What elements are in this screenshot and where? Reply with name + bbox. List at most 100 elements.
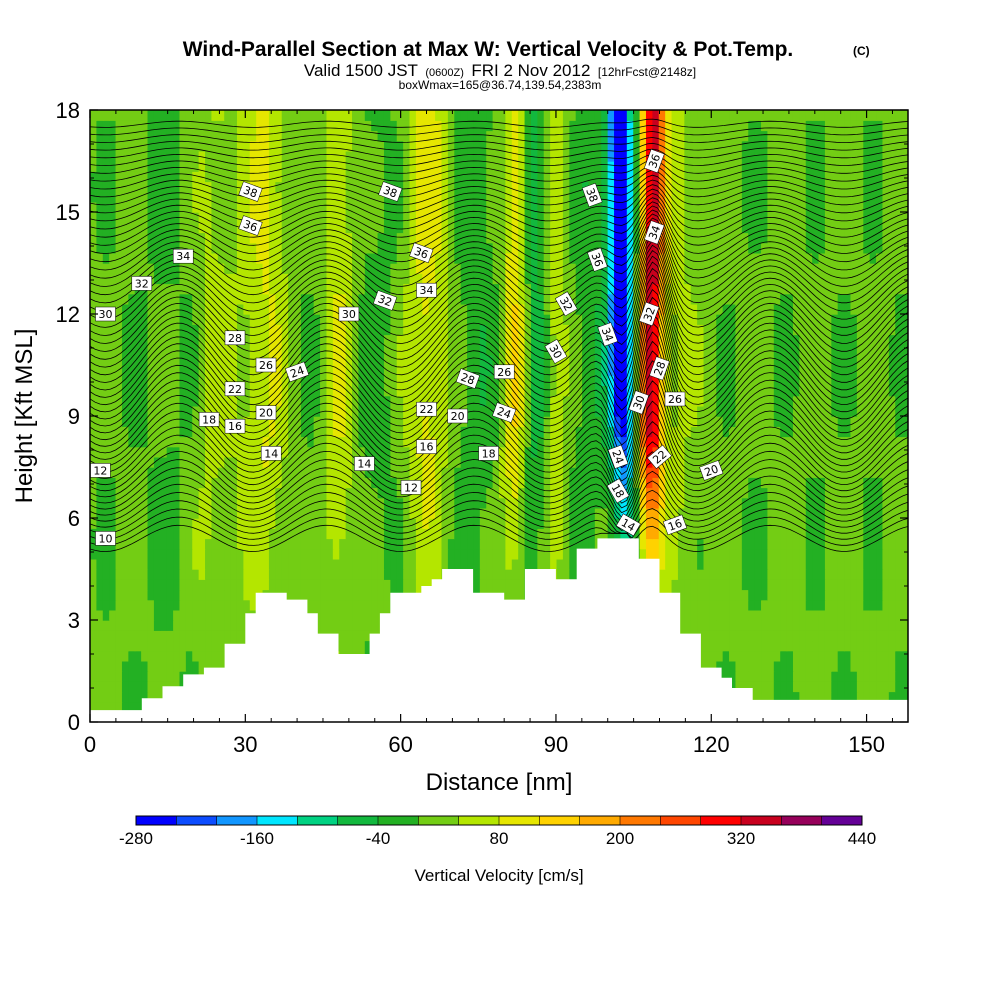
velocity-cell (703, 548, 711, 560)
velocity-cell (524, 344, 532, 356)
velocity-cell (607, 354, 615, 366)
velocity-cell (275, 385, 283, 397)
velocity-cell (396, 405, 404, 417)
velocity-cell (780, 650, 788, 662)
velocity-cell (345, 426, 353, 438)
velocity-cell (792, 609, 801, 621)
velocity-cell (377, 487, 385, 499)
velocity-cell (435, 426, 443, 438)
velocity-cell (799, 640, 807, 652)
velocity-cell (863, 354, 871, 366)
velocity-cell (863, 630, 871, 642)
velocity-cell (486, 375, 494, 387)
velocity-cell (518, 324, 526, 336)
velocity-cell (665, 344, 673, 356)
velocity-cell (198, 405, 206, 417)
velocity-cell (888, 548, 896, 560)
velocity-cell (185, 324, 193, 336)
velocity-cell (300, 354, 308, 366)
velocity-cell (799, 691, 807, 703)
velocity-cell (96, 507, 104, 519)
velocity-cell (115, 691, 123, 703)
velocity-cell (633, 477, 641, 489)
velocity-cell (249, 426, 257, 438)
velocity-cell (147, 579, 155, 591)
velocity-cell (818, 324, 826, 336)
velocity-cell (352, 558, 360, 570)
velocity-cell (166, 497, 174, 509)
velocity-cell (786, 365, 794, 376)
velocity-cell (665, 436, 673, 448)
velocity-cell (780, 681, 788, 693)
velocity-cell (703, 640, 711, 652)
velocity-cell (652, 344, 660, 356)
velocity-cell (160, 558, 168, 570)
velocity-cell (173, 558, 181, 570)
velocity-cell (467, 477, 475, 489)
velocity-cell (454, 334, 462, 346)
velocity-cell (863, 599, 871, 611)
velocity-cell (792, 691, 801, 703)
velocity-cell (530, 518, 539, 529)
velocity-cell (780, 548, 788, 560)
velocity-cell (307, 548, 315, 560)
velocity-cell (677, 507, 686, 519)
velocity-cell (639, 436, 647, 448)
velocity-cell (748, 599, 756, 611)
velocity-cell (869, 691, 877, 703)
velocity-cell (96, 375, 104, 387)
velocity-cell (230, 507, 238, 519)
velocity-cell (812, 569, 820, 580)
velocity-cell (109, 467, 117, 478)
velocity-cell (102, 365, 110, 376)
velocity-cell (844, 589, 852, 601)
velocity-cell (761, 538, 769, 550)
velocity-cell (716, 650, 724, 662)
velocity-cell (339, 640, 347, 652)
velocity-cell (300, 558, 308, 570)
velocity-cell (588, 456, 596, 468)
velocity-cell (249, 344, 257, 356)
velocity-cell (818, 497, 826, 509)
velocity-cell (562, 528, 570, 540)
velocity-cell (467, 324, 475, 336)
velocity-cell (633, 426, 641, 438)
velocity-cell (90, 589, 98, 601)
velocity-cell (211, 354, 219, 366)
velocity-cell (147, 365, 155, 376)
velocity-cell (339, 528, 347, 540)
velocity-cell (134, 497, 142, 509)
velocity-cell (703, 354, 711, 366)
velocity-cell (460, 354, 468, 366)
velocity-cell (396, 558, 404, 570)
velocity-cell (326, 497, 334, 509)
velocity-cell (741, 487, 749, 499)
velocity-cell (722, 579, 730, 591)
velocity-cell (211, 660, 219, 672)
velocity-cell (697, 354, 705, 366)
velocity-cell (217, 579, 225, 591)
velocity-cell (115, 579, 123, 591)
velocity-cell (441, 548, 449, 560)
velocity-cell (888, 344, 896, 356)
velocity-cell (499, 538, 507, 550)
velocity-cell (780, 405, 788, 417)
velocity-cell (345, 528, 353, 540)
velocity-cell (876, 518, 884, 529)
velocity-cell (824, 507, 833, 519)
velocity-cell (767, 497, 775, 509)
velocity-cell (192, 436, 200, 448)
velocity-cell (524, 456, 532, 468)
velocity-cell (294, 334, 302, 346)
velocity-cell (620, 507, 628, 519)
velocity-cell (722, 416, 730, 427)
velocity-cell (499, 354, 507, 366)
velocity-cell (121, 640, 130, 652)
velocity-cell (754, 548, 762, 560)
velocity-cell (607, 375, 615, 387)
velocity-cell (831, 354, 839, 366)
velocity-cell (594, 405, 602, 417)
velocity-cell (741, 436, 749, 448)
velocity-cell (895, 528, 903, 540)
velocity-cell (90, 620, 98, 631)
